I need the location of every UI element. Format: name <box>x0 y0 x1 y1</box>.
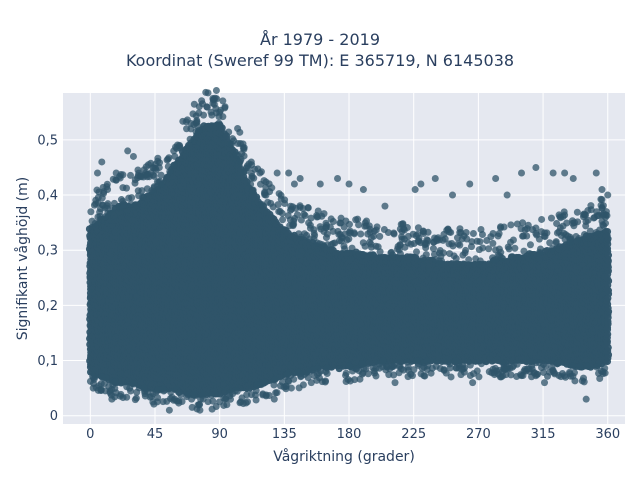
data-points <box>85 86 613 414</box>
chart-title: År 1979 - 2019 <box>260 30 380 49</box>
chart-title-block: År 1979 - 2019 Koordinat (Sweref 99 TM):… <box>0 29 640 71</box>
scatter-series <box>85 86 613 414</box>
chart-subtitle: Koordinat (Sweref 99 TM): E 365719, N 61… <box>125 51 515 70</box>
